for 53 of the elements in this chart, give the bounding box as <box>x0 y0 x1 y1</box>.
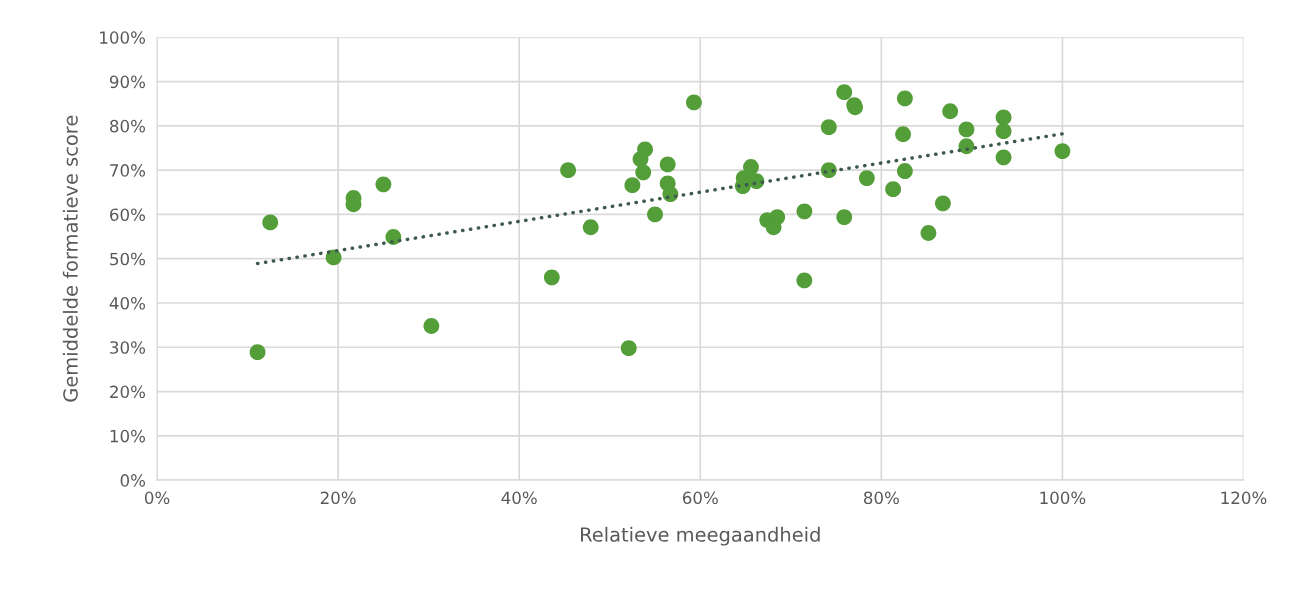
point <box>942 103 959 120</box>
y-tick-label: 50% <box>110 252 146 266</box>
x-tick-label: 40% <box>501 491 537 505</box>
point <box>635 164 652 181</box>
point <box>858 170 875 187</box>
point <box>647 206 663 223</box>
point <box>796 203 813 220</box>
y-tick-label: 70% <box>110 164 146 177</box>
y-tick-label: 90% <box>109 75 146 89</box>
point <box>423 318 440 334</box>
point <box>659 156 676 173</box>
point <box>743 159 759 175</box>
x-tick-label: 60% <box>682 491 718 505</box>
point <box>637 141 653 158</box>
y-tick-label: 0% <box>120 474 146 487</box>
point <box>995 109 1012 126</box>
x-tick-label: 0% <box>144 491 170 505</box>
point <box>582 219 599 236</box>
point <box>1054 143 1071 160</box>
y-tick-label: 100% <box>100 31 146 44</box>
point <box>836 209 853 225</box>
point <box>920 225 937 241</box>
point <box>895 126 911 143</box>
point <box>686 94 702 111</box>
y-tick-label: 20% <box>110 385 146 399</box>
point <box>543 269 560 286</box>
y-axis-title: Gemiddelde formatieve score <box>62 115 78 402</box>
point <box>896 90 913 107</box>
x-axis-title: Relatieve meegaandheid <box>581 526 820 546</box>
y-tick-label: 80% <box>110 119 146 133</box>
x-tick-label: 20% <box>320 491 356 505</box>
point <box>560 162 577 179</box>
point <box>995 123 1012 140</box>
point <box>620 340 637 357</box>
point <box>958 121 975 138</box>
x-tick-label: 100% <box>1040 491 1086 505</box>
point <box>796 272 813 289</box>
point <box>995 149 1012 166</box>
point <box>896 163 913 179</box>
point <box>262 214 279 231</box>
y-tick-label: 60% <box>110 208 146 221</box>
y-tick-label: 40% <box>109 296 146 310</box>
point <box>249 344 266 361</box>
y-tick-label: 30% <box>110 341 146 354</box>
point <box>934 195 951 212</box>
x-tick-label: 120% <box>1221 491 1267 505</box>
point <box>820 119 837 136</box>
point <box>375 176 392 193</box>
point <box>836 84 853 101</box>
point <box>624 177 641 194</box>
y-tick-label: 10% <box>110 429 146 443</box>
point <box>885 181 902 198</box>
x-tick-label: 80% <box>863 491 899 505</box>
